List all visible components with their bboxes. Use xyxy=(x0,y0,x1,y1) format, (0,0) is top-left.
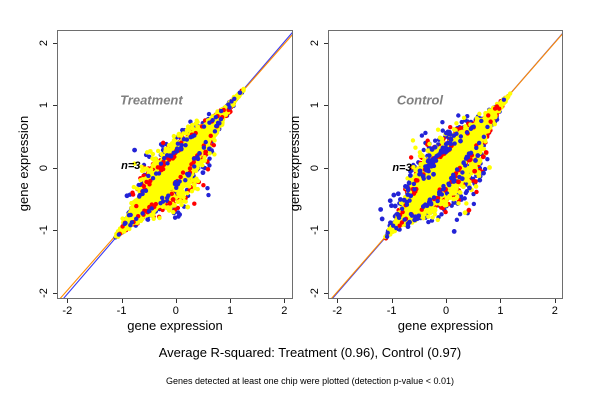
control-scatter-canvas xyxy=(328,30,563,299)
y-tick-mark xyxy=(324,230,328,232)
y-tick-label: 1 xyxy=(38,102,50,109)
x-tick-mark xyxy=(337,299,339,303)
y-tick-mark xyxy=(53,42,57,44)
x-tick-label: -2 xyxy=(62,305,73,317)
y-tick-label: -2 xyxy=(309,287,321,298)
x-tick-mark xyxy=(500,299,502,303)
treatment-title: Treatment xyxy=(120,92,183,108)
x-tick-mark xyxy=(554,299,556,303)
y-tick-label: 0 xyxy=(309,164,321,171)
x-tick-mark xyxy=(446,299,448,303)
treatment-scatter-canvas xyxy=(57,30,293,299)
x-tick-label: -1 xyxy=(386,305,397,317)
y-tick-label: 0 xyxy=(38,164,50,171)
y-tick-label: 2 xyxy=(38,39,50,46)
x-tick-label: 1 xyxy=(497,305,504,317)
y-tick-mark xyxy=(53,105,57,107)
treatment-n-annotation: n=3 xyxy=(121,159,141,172)
control-n-annotation: n=3 xyxy=(392,161,412,174)
x-tick-label: 0 xyxy=(172,305,179,317)
control-title: Control xyxy=(396,92,444,108)
y-tick-mark xyxy=(53,292,57,294)
x-tick-mark xyxy=(121,299,123,303)
y-tick-label: 2 xyxy=(309,39,321,46)
footnote: Genes detected at least one chip were pl… xyxy=(166,376,454,386)
x-tick-label: 2 xyxy=(281,305,288,317)
x-tick-mark xyxy=(284,299,286,303)
r-squared-caption: Average R-squared: Treatment (0.96), Con… xyxy=(158,345,462,360)
treatment-y-axis-label: gene expression xyxy=(15,115,31,211)
panel-control: Control n=3 gene expression gene express… xyxy=(287,30,563,333)
x-tick-mark xyxy=(391,299,393,303)
y-tick-label: -1 xyxy=(38,225,50,236)
y-tick-mark xyxy=(324,42,328,44)
x-tick-mark xyxy=(67,299,69,303)
x-tick-label: -2 xyxy=(332,305,343,317)
treatment-x-axis-label: gene expression xyxy=(127,318,223,333)
control-y-axis-label: gene expression xyxy=(286,115,302,211)
x-tick-label: 0 xyxy=(442,305,450,317)
y-tick-label: 1 xyxy=(309,102,321,109)
x-tick-mark xyxy=(175,299,177,303)
x-tick-label: 2 xyxy=(551,305,558,317)
y-tick-mark xyxy=(53,230,57,232)
x-tick-mark xyxy=(230,299,232,303)
y-tick-mark xyxy=(324,292,328,294)
control-x-axis-label: gene expression xyxy=(397,318,494,333)
y-tick-label: -1 xyxy=(309,225,321,236)
y-tick-mark xyxy=(53,167,57,169)
y-tick-mark xyxy=(324,105,328,107)
x-tick-label: -1 xyxy=(116,305,127,317)
y-tick-label: -2 xyxy=(38,287,50,298)
panel-treatment: Treatment n=3 gene expression gene expre… xyxy=(16,30,293,333)
x-tick-label: 1 xyxy=(227,305,234,317)
y-tick-mark xyxy=(324,167,328,169)
